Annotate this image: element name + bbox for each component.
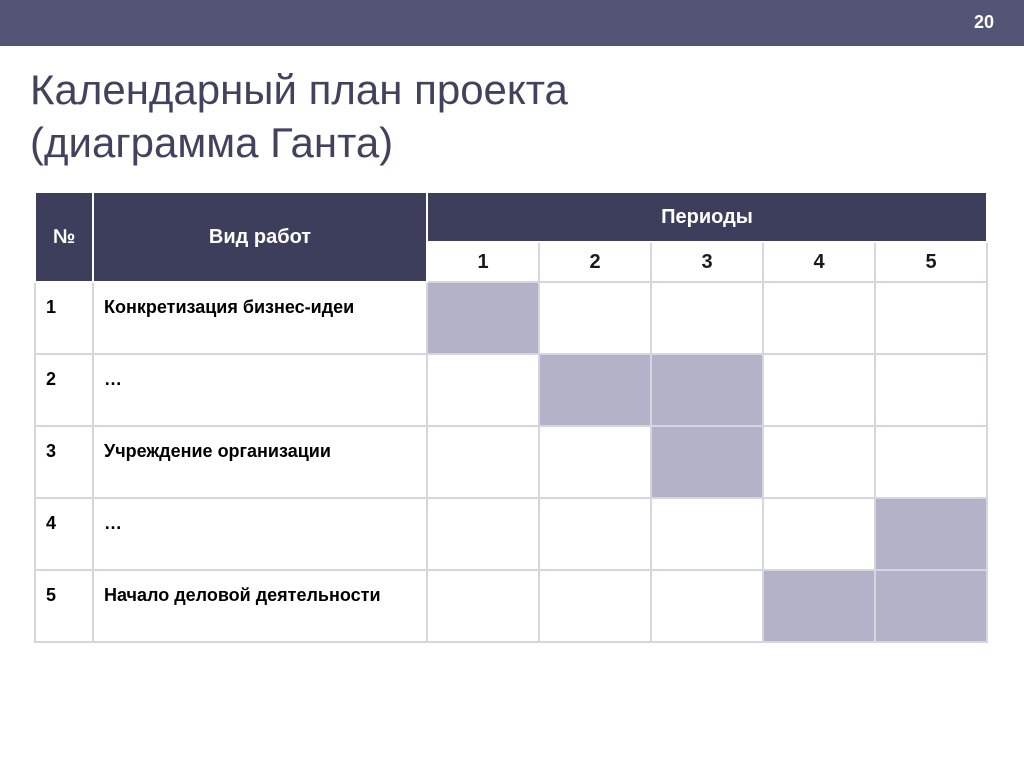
- row-number: 2: [35, 354, 93, 426]
- table-row: 2…: [35, 354, 987, 426]
- row-task: …: [93, 498, 427, 570]
- period-header-2: 2: [539, 242, 651, 282]
- title-line-1: Календарный план проекта: [30, 66, 568, 113]
- header-periods: Периоды: [427, 192, 987, 242]
- table-row: 3Учреждение организации: [35, 426, 987, 498]
- period-cell: [427, 498, 539, 570]
- period-cell: [539, 354, 651, 426]
- row-task: Конкретизация бизнес-идеи: [93, 282, 427, 354]
- period-header-3: 3: [651, 242, 763, 282]
- period-cell: [875, 426, 987, 498]
- period-cell: [427, 354, 539, 426]
- title-line-2: (диаграмма Ганта): [30, 119, 393, 166]
- row-task: …: [93, 354, 427, 426]
- period-cell: [427, 570, 539, 642]
- period-cell: [539, 426, 651, 498]
- header-number: №: [35, 192, 93, 282]
- period-cell: [763, 570, 875, 642]
- table-row: 5Начало деловой деятельности: [35, 570, 987, 642]
- period-cell: [875, 282, 987, 354]
- period-cell: [875, 570, 987, 642]
- period-cell: [539, 282, 651, 354]
- page-number: 20: [974, 12, 994, 33]
- period-cell: [763, 282, 875, 354]
- gantt-body: 1Конкретизация бизнес-идеи2…3Учреждение …: [35, 282, 987, 642]
- period-cell: [651, 282, 763, 354]
- row-task: Начало деловой деятельности: [93, 570, 427, 642]
- header-task: Вид работ: [93, 192, 427, 282]
- page-title: Календарный план проекта (диаграмма Гант…: [30, 64, 1024, 169]
- gantt-table: № Вид работ Периоды 1 2 3 4 5 1Конкретиз…: [34, 191, 988, 643]
- period-cell: [539, 570, 651, 642]
- period-cell: [875, 354, 987, 426]
- period-cell: [427, 426, 539, 498]
- period-cell: [875, 498, 987, 570]
- period-header-1: 1: [427, 242, 539, 282]
- period-cell: [539, 498, 651, 570]
- table-row: 1Конкретизация бизнес-идеи: [35, 282, 987, 354]
- period-cell: [651, 426, 763, 498]
- row-number: 3: [35, 426, 93, 498]
- period-cell: [651, 354, 763, 426]
- period-cell: [763, 498, 875, 570]
- row-number: 1: [35, 282, 93, 354]
- row-number: 4: [35, 498, 93, 570]
- header-row-1: № Вид работ Периоды: [35, 192, 987, 242]
- period-header-5: 5: [875, 242, 987, 282]
- row-task: Учреждение организации: [93, 426, 427, 498]
- top-bar: 20: [0, 0, 1024, 46]
- period-header-4: 4: [763, 242, 875, 282]
- period-cell: [427, 282, 539, 354]
- period-cell: [763, 426, 875, 498]
- period-cell: [651, 498, 763, 570]
- period-cell: [651, 570, 763, 642]
- row-number: 5: [35, 570, 93, 642]
- period-cell: [763, 354, 875, 426]
- table-row: 4…: [35, 498, 987, 570]
